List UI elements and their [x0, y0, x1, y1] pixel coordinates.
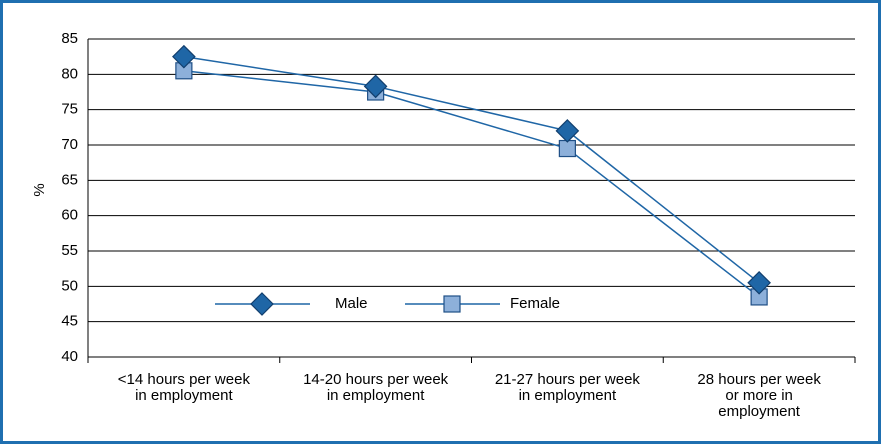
marker [363, 74, 388, 99]
series-line [183, 70, 760, 298]
marker [555, 119, 580, 143]
series-line [183, 55, 760, 284]
y-tick-label: 60 [61, 207, 78, 224]
y-tick-label: 55 [61, 242, 78, 259]
y-tick-label: 45 [61, 313, 78, 330]
x-tick-label: <14 hours per week in employment [117, 371, 250, 404]
legend-marker [443, 295, 461, 313]
y-tick-label: 40 [61, 348, 78, 365]
y-tick-label: 70 [61, 136, 78, 153]
x-tick-label: 28 hours per week or more in employment [697, 371, 821, 420]
y-tick-label: 50 [61, 277, 78, 294]
y-tick-label: 85 [61, 30, 78, 47]
y-axis-label: % [31, 183, 48, 196]
legend-label: Female [510, 295, 560, 312]
marker [558, 139, 576, 158]
marker [172, 44, 196, 69]
legend-marker [250, 292, 274, 316]
x-tick-label: 14-20 hours per week in employment [303, 371, 449, 404]
marker [747, 270, 771, 295]
y-tick-label: 65 [61, 171, 78, 188]
y-tick-label: 80 [61, 65, 78, 82]
x-tick-label: 21-27 hours per week in employment [494, 371, 640, 404]
y-tick-label: 75 [61, 101, 78, 118]
legend-label: Male [335, 295, 368, 312]
